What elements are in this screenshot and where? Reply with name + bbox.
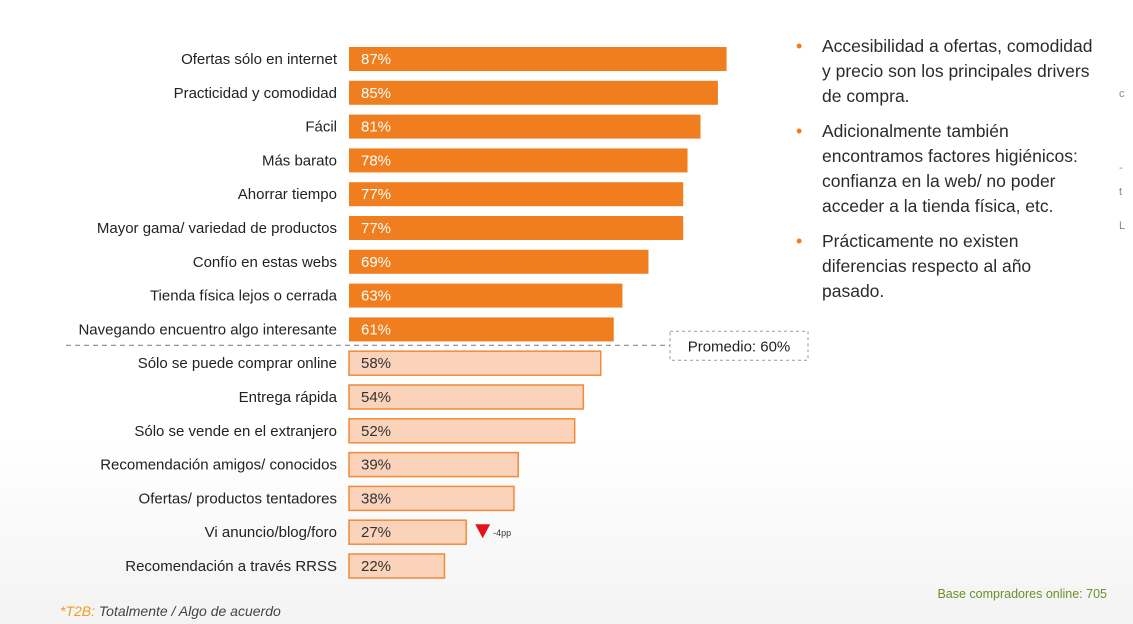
value-label: 52% [361, 423, 391, 440]
bar [348, 418, 576, 444]
category-label: Ahorrar tiempo [238, 186, 337, 203]
value-label: 85% [361, 85, 391, 102]
value-label: 39% [361, 457, 391, 474]
bullet-dot-icon: • [796, 121, 803, 141]
category-label: Mayor gama/ variedad de productos [97, 220, 337, 237]
bar [349, 249, 649, 274]
value-label: 77% [361, 220, 391, 237]
bar [349, 80, 718, 105]
bar [348, 485, 515, 512]
insight-list: • Accesibilidad a ofertas, comodidad y pr… [796, 34, 1096, 314]
value-label: 81% [361, 119, 391, 136]
bar [349, 216, 684, 240]
value-label: 54% [361, 389, 391, 406]
base-note: Base compradores online: 705 [937, 587, 1107, 601]
footnote-prefix: *T2B: [60, 603, 96, 619]
insight-item: • Prácticamente no existen diferencias re… [796, 229, 1096, 304]
category-label: Sólo se vende en el extranjero [134, 423, 337, 440]
value-label: 61% [361, 321, 391, 338]
down-triangle-icon [475, 524, 491, 539]
bullet-dot-icon: • [796, 36, 803, 56]
edge-mark: - [1119, 162, 1123, 174]
category-label: Confío en estas webs [193, 254, 337, 271]
category-label: Practicidad y comodidad [174, 85, 337, 102]
bar [349, 114, 701, 139]
category-label: Fácil [305, 119, 337, 136]
average-label: Promedio: 60% [688, 338, 791, 355]
bar [348, 451, 520, 478]
value-label: 22% [361, 558, 391, 575]
edge-mark: L [1119, 220, 1126, 232]
value-label: 27% [361, 524, 391, 541]
value-label: 38% [361, 490, 391, 507]
edge-mark: t [1119, 186, 1123, 198]
annotation-label: -4pp [493, 528, 511, 538]
footnote-text: Totalmente / Algo de acuerdo [95, 603, 281, 619]
bar [349, 148, 688, 173]
bar [348, 384, 585, 410]
category-label: Entrega rápida [239, 389, 338, 406]
bar [349, 283, 623, 308]
insight-text: Accesibilidad a ofertas, comodidad y pre… [822, 36, 1093, 106]
category-label: Más barato [262, 152, 337, 169]
category-label: Recomendación amigos/ conocidos [100, 457, 337, 474]
category-label: Navegando encuentro algo interesante [78, 321, 337, 338]
bar [348, 553, 446, 579]
category-label: Recomendación a través RRSS [125, 558, 337, 575]
category-label: Ofertas sólo en internet [181, 51, 338, 68]
value-label: 63% [361, 288, 391, 305]
bar [349, 47, 727, 71]
category-label: Vi anuncio/blog/foro [205, 524, 337, 541]
average-label-box [669, 330, 809, 361]
insight-text: Adicionalmente también encontramos facto… [822, 121, 1078, 216]
bar [349, 317, 614, 342]
bar [349, 182, 684, 207]
insight-text: Prácticamente no existen diferencias res… [822, 231, 1032, 301]
bar [348, 519, 467, 545]
insight-item: • Adicionalmente también encontramos fact… [796, 119, 1096, 219]
value-label: 78% [361, 152, 391, 169]
category-label: Tienda física lejos o cerrada [150, 288, 338, 305]
value-label: 87% [361, 51, 391, 68]
category-label: Sólo se puede comprar online [138, 355, 337, 372]
bar [348, 350, 602, 376]
edge-mark: c [1119, 88, 1125, 100]
value-label: 58% [361, 355, 391, 372]
insight-item: • Accesibilidad a ofertas, comodidad y pr… [796, 34, 1096, 109]
footnote: *T2B: Totalmente / Algo de acuerdo [60, 603, 281, 619]
bullet-dot-icon: • [796, 231, 803, 251]
value-label: 77% [361, 186, 391, 203]
value-label: 69% [361, 254, 391, 271]
category-label: Ofertas/ productos tentadores [139, 490, 337, 507]
